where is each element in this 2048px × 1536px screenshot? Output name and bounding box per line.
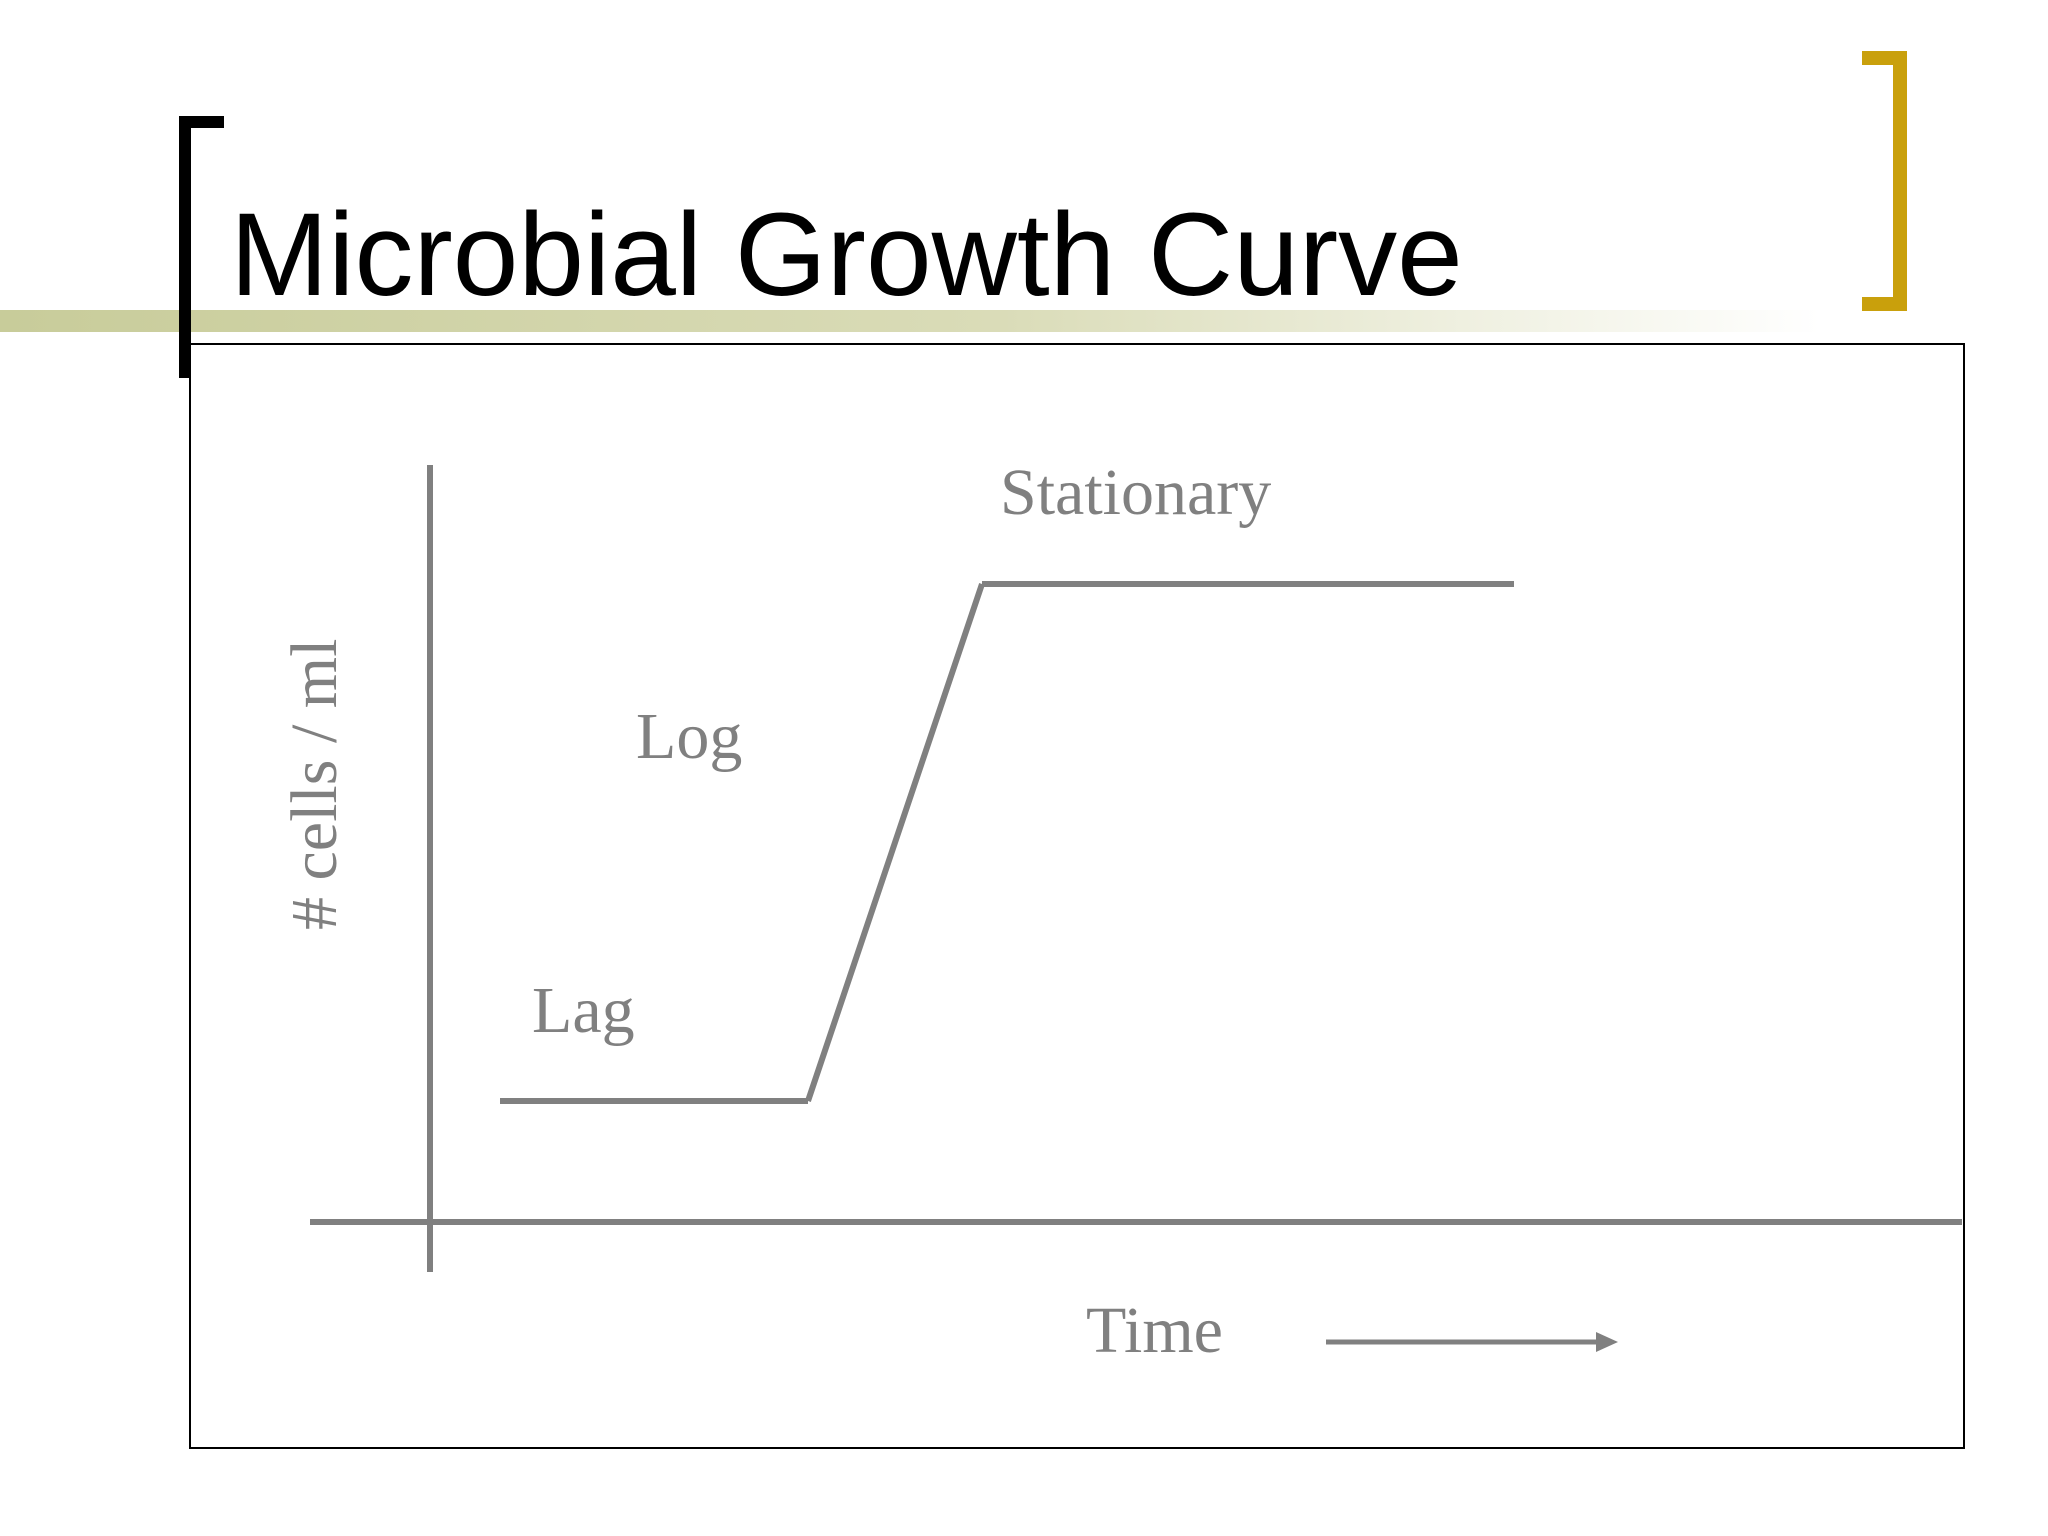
phase-label-lag: Lag xyxy=(532,974,635,1047)
phase-label-log: Log xyxy=(636,700,742,773)
left-bracket xyxy=(179,116,224,378)
phase-label-stationary: Stationary xyxy=(1000,456,1271,529)
x-axis-label: Time xyxy=(1086,1294,1223,1367)
title-underline-bar xyxy=(0,310,1820,332)
slide-title: Microbial Growth Curve xyxy=(230,189,1463,321)
y-axis-label: # cells / ml xyxy=(278,639,351,930)
log-phase-line xyxy=(805,583,985,1102)
diagram-frame xyxy=(189,343,1965,1449)
time-arrow-head xyxy=(1596,1332,1618,1352)
right-bracket xyxy=(1862,51,1907,311)
